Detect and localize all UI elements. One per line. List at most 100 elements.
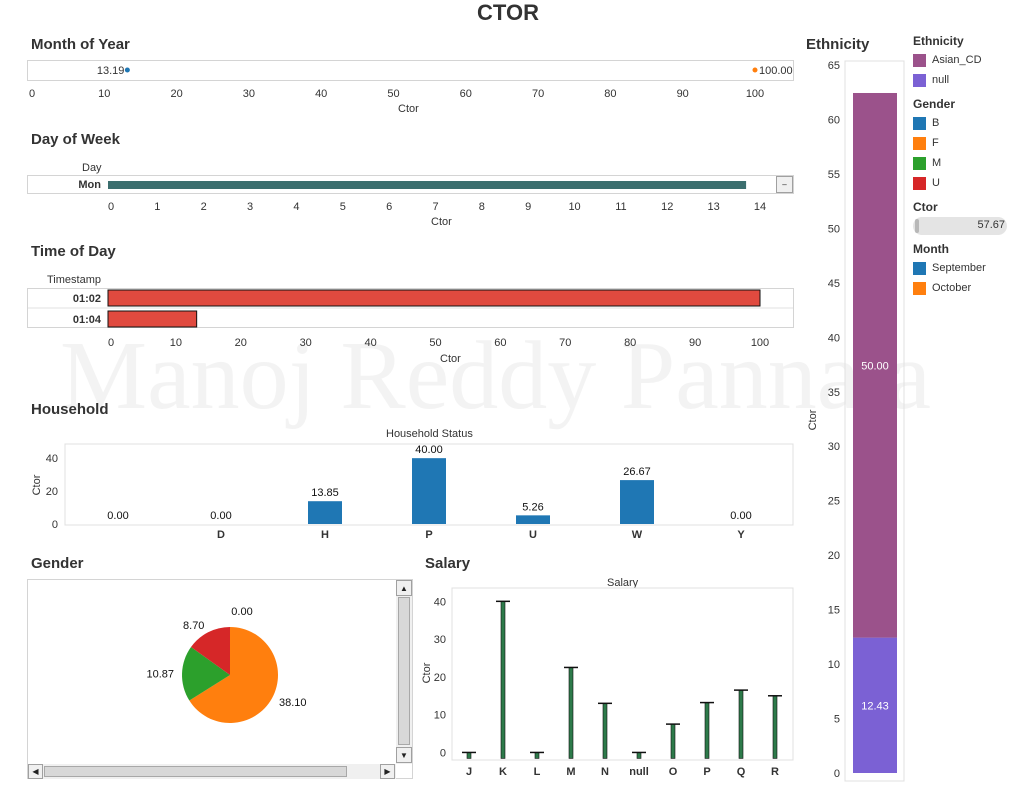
vertical-scroll-thumb[interactable] <box>398 597 410 745</box>
salary-subtitle: Salary <box>607 577 639 589</box>
month-x-tick: 30 <box>243 88 255 100</box>
month-point-september <box>124 67 130 73</box>
salary-x-tick: K <box>499 766 507 778</box>
household-x-tick: P <box>425 529 432 541</box>
ethnicity-data-label: 50.00 <box>861 360 889 372</box>
ethnicity-y-tick: 65 <box>828 60 840 72</box>
ethnicity-y-tick: 15 <box>828 605 840 617</box>
watermark: Manoj Reddy Pannala <box>60 322 931 430</box>
legend-month-item[interactable]: September <box>913 260 1013 276</box>
household-x-tick: H <box>321 529 329 541</box>
time-x-tick: 0 <box>108 337 114 349</box>
day-x-tick: 0 <box>108 201 114 213</box>
salary-plot-frame <box>451 587 794 761</box>
ethnicity-title: Ethnicity <box>806 36 870 53</box>
legend-gender-item[interactable]: F <box>913 135 1013 151</box>
legend-ethnicity-item[interactable]: null <box>913 72 1013 88</box>
time-bar <box>107 289 761 307</box>
salary-x-tick: L <box>534 766 541 778</box>
scroll-down-button[interactable]: ▼ <box>396 747 412 763</box>
legend-month-swatch <box>913 281 926 295</box>
scroll-right-button[interactable]: ▶ <box>380 764 395 779</box>
household-x-tick: D <box>217 529 225 541</box>
ctor-slider-handle[interactable] <box>915 219 919 233</box>
scroll-up-button[interactable]: ▲ <box>396 580 412 596</box>
legend-month-swatch <box>913 261 926 275</box>
salary-x-tick: null <box>629 766 649 778</box>
household-data-label: 26.67 <box>623 466 651 478</box>
salary-x-tick: J <box>466 766 472 778</box>
household-bar <box>308 501 342 524</box>
household-ylabel: Ctor <box>31 474 43 495</box>
household-x-tick: Y <box>737 529 745 541</box>
time-x-tick: 10 <box>170 337 182 349</box>
legend-gender-title: Gender <box>913 97 956 111</box>
gender-pie-chart: 0.00 38.10 10.87 8.70 <box>146 606 307 723</box>
legend-gender-item[interactable]: B <box>913 115 1013 131</box>
ethnicity-y-tick: 55 <box>828 169 840 181</box>
day-x-tick: 9 <box>525 201 531 213</box>
time-bar <box>107 310 198 328</box>
household-plot-frame <box>64 443 794 526</box>
salary-x-tick: P <box>703 766 710 778</box>
ethnicity-y-tick: 35 <box>828 387 840 399</box>
time-x-tick: 60 <box>494 337 506 349</box>
time-of-day-title: Time of Day <box>31 243 116 260</box>
time-category-label: 01:04 <box>73 314 102 326</box>
day-of-week-title: Day of Week <box>31 131 120 148</box>
legend-gender-label: F <box>932 137 939 149</box>
time-x-tick: 80 <box>624 337 636 349</box>
month-of-year-title: Month of Year <box>31 36 130 53</box>
pie-slice <box>191 627 230 675</box>
day-of-week-scroll-button[interactable]: ‒ <box>776 176 793 193</box>
ethnicity-y-tick: 5 <box>834 714 840 726</box>
ethnicity-y-tick: 0 <box>834 768 840 780</box>
legend-ethnicity-title: Ethnicity <box>913 34 964 48</box>
legend-month: September October <box>913 260 1013 296</box>
legend-month-label: October <box>932 282 972 294</box>
month-of-year-chart: 13.19 100.00 0 10 20 30 40 50 60 70 80 90 100 <box>29 65 793 100</box>
household-data-label: 0.00 <box>730 510 751 522</box>
day-x-tick: 5 <box>340 201 346 213</box>
salary-bar <box>568 667 574 759</box>
household-data-label: 0.00 <box>210 510 231 522</box>
household-bar <box>620 480 654 524</box>
household-subtitle: Household Status <box>386 428 473 440</box>
salary-bar <box>466 752 472 759</box>
legend-month-item[interactable]: October <box>913 280 1013 296</box>
day-x-tick: 13 <box>708 201 720 213</box>
household-x-tick: U <box>529 529 537 541</box>
ctor-range-slider[interactable]: 57.67 <box>913 217 1007 235</box>
day-x-tick: 6 <box>386 201 392 213</box>
month-x-tick: 60 <box>460 88 472 100</box>
legend-ethnicity-item[interactable]: Asian_CD <box>913 52 1013 68</box>
ethnicity-y-tick: 60 <box>828 114 840 126</box>
time-of-day-xlabel: Ctor <box>440 353 461 365</box>
day-of-week-frame <box>27 175 794 194</box>
legend-gender-item[interactable]: M <box>913 155 1013 171</box>
legend-gender-item[interactable]: U <box>913 175 1013 191</box>
salary-bar <box>500 601 506 759</box>
horizontal-scroll-thumb[interactable] <box>44 766 347 777</box>
month-x-tick: 20 <box>170 88 182 100</box>
day-bar-mon <box>108 181 747 189</box>
ethnicity-y-tick: 25 <box>828 496 840 508</box>
day-category-label: Mon <box>78 179 101 191</box>
household-x-tick: W <box>632 529 643 541</box>
day-x-tick: 10 <box>568 201 580 213</box>
salary-bar <box>534 752 540 759</box>
salary-ylabel: Ctor <box>421 662 433 683</box>
legend-gender-label: M <box>932 157 942 169</box>
salary-y-tick: 40 <box>434 596 446 608</box>
ethnicity-plot-frame <box>844 60 905 782</box>
household-title: Household <box>31 401 109 418</box>
legend-ethnicity-swatch <box>913 53 926 67</box>
month-x-tick: 10 <box>98 88 110 100</box>
ethnicity-y-tick: 40 <box>828 332 840 344</box>
time-x-tick: 50 <box>429 337 441 349</box>
legend-gender-swatch <box>913 176 926 190</box>
pie-data-label: 0.00 <box>231 606 252 618</box>
scroll-left-button[interactable]: ◀ <box>28 764 43 779</box>
pie-data-label: 8.70 <box>183 620 204 632</box>
